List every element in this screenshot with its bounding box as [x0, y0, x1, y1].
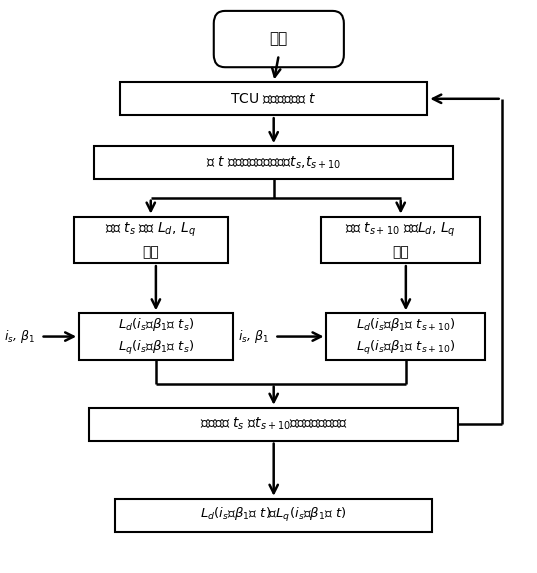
Text: $L_d$($i_s$、$\beta_1$、 $t_s$)
$L_q$($i_s$、$\beta_1$、 $t_s$): $L_d$($i_s$、$\beta_1$、 $t_s$) $L_q$($i_s…	[118, 316, 194, 357]
FancyBboxPatch shape	[214, 11, 344, 67]
Text: 温度 $t_{s+10}$ 下的$L_d$, $L_q$
查询: 温度 $t_{s+10}$ 下的$L_d$, $L_q$ 查询	[345, 221, 456, 259]
FancyBboxPatch shape	[115, 499, 432, 532]
Text: 开始: 开始	[270, 32, 288, 46]
FancyBboxPatch shape	[95, 146, 453, 179]
Text: $i_s$, $\beta_1$: $i_s$, $\beta_1$	[4, 328, 35, 345]
FancyBboxPatch shape	[74, 217, 228, 263]
FancyBboxPatch shape	[120, 83, 427, 115]
FancyBboxPatch shape	[326, 313, 485, 360]
Text: 与 $t$ 距离最近的另个温度$t_s$,$t_{s+10}$: 与 $t$ 距离最近的另个温度$t_s$,$t_{s+10}$	[206, 154, 342, 171]
Text: TCU 采集电机温度 $t$: TCU 采集电机温度 $t$	[230, 92, 317, 106]
Text: $L_d$($i_s$、$\beta_1$、 $t_{s+10}$)
$L_q$($i_s$、$\beta_1$、 $t_{s+10}$): $L_d$($i_s$、$\beta_1$、 $t_{s+10}$) $L_q$…	[356, 316, 455, 357]
Text: $L_d$($i_s$、$\beta_1$、 $t$)、$L_q$($i_s$、$\beta_1$、 $t$): $L_d$($i_s$、$\beta_1$、 $t$)、$L_q$($i_s$、…	[200, 506, 347, 524]
Text: $i_s$, $\beta_1$: $i_s$, $\beta_1$	[238, 328, 270, 345]
FancyBboxPatch shape	[321, 217, 480, 263]
FancyBboxPatch shape	[89, 407, 458, 441]
Text: 温度 $t_s$ 下的 $L_d$, $L_q$
查询: 温度 $t_s$ 下的 $L_d$, $L_q$ 查询	[105, 221, 196, 259]
Text: 依据温度 $t_s$ 与$t_{s+10}$进行线性一维插值: 依据温度 $t_s$ 与$t_{s+10}$进行线性一维插值	[200, 416, 347, 433]
FancyBboxPatch shape	[79, 313, 233, 360]
